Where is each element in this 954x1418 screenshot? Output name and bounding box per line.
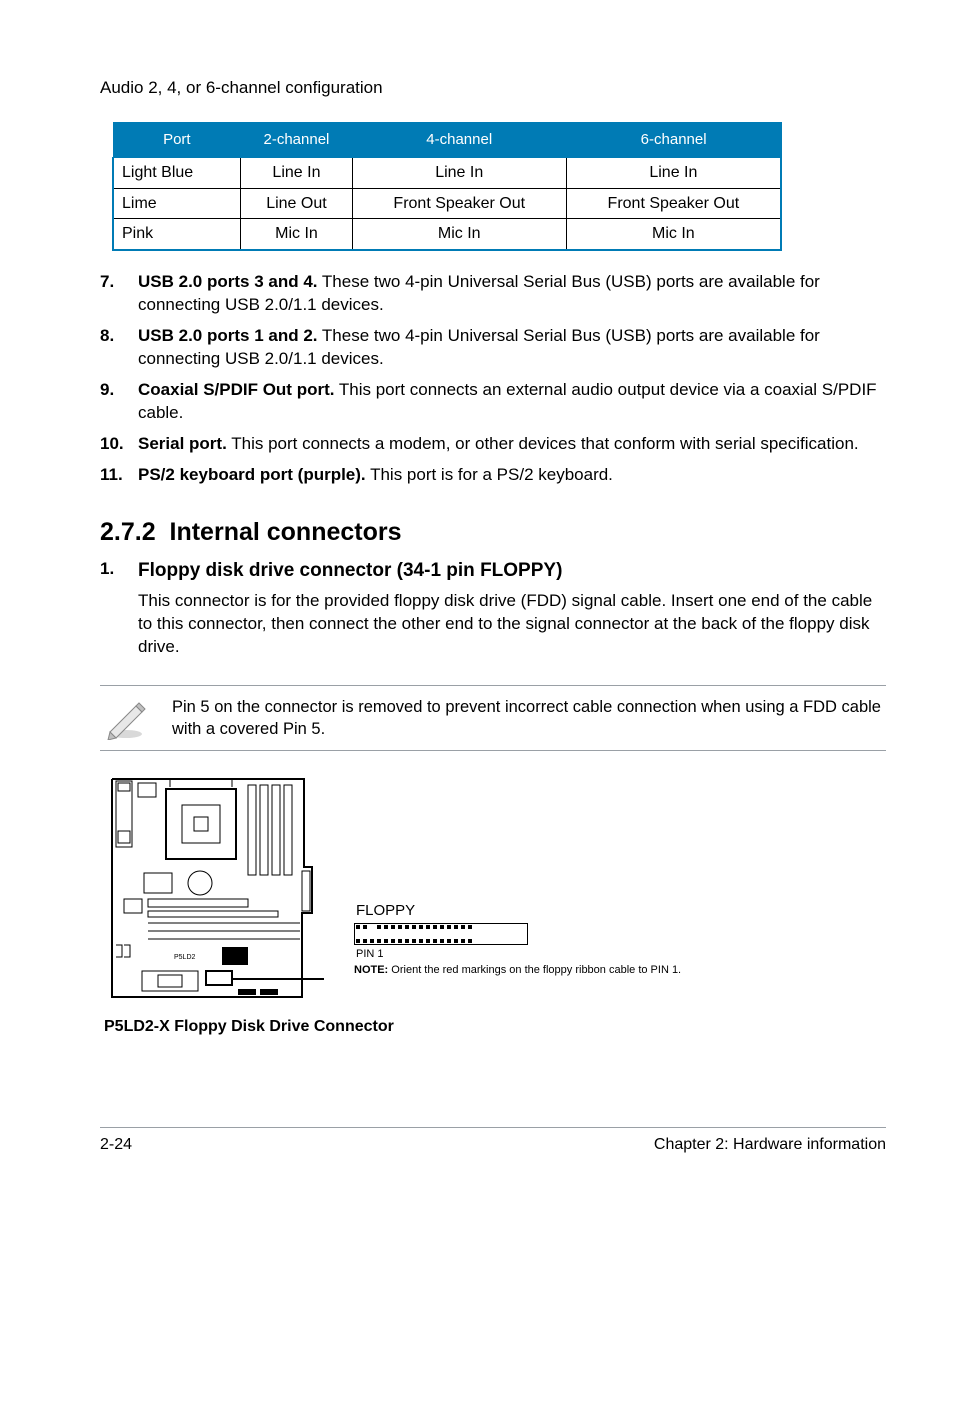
- config-intro: Audio 2, 4, or 6-channel configuration: [100, 77, 886, 100]
- th-port: Port: [113, 122, 241, 157]
- cell: Front Speaker Out: [352, 188, 566, 219]
- item-body: USB 2.0 ports 3 and 4. These two 4-pin U…: [138, 271, 886, 317]
- cell: Line Out: [241, 188, 353, 219]
- floppy-connector: FLOPPY PIN 1 NOTE: Orient the red markin…: [354, 901, 681, 978]
- list-item: 9. Coaxial S/PDIF Out port. This port co…: [100, 379, 886, 425]
- item-number: 1.: [100, 558, 138, 658]
- item-body: Serial port. This port connects a modem,…: [138, 433, 886, 456]
- item-number: 8.: [100, 325, 138, 371]
- list-item: 1. Floppy disk drive connector (34-1 pin…: [100, 558, 886, 658]
- connector-label: FLOPPY: [356, 901, 681, 921]
- th-2ch: 2-channel: [241, 122, 353, 157]
- cell: Line In: [352, 158, 566, 189]
- note-callout: Pin 5 on the connector is removed to pre…: [100, 685, 886, 752]
- pencil-icon: [100, 696, 152, 740]
- list-item: 7. USB 2.0 ports 3 and 4. These two 4-pi…: [100, 271, 886, 317]
- motherboard-diagram: P5LD2 FLOPPY PIN 1 NOTE: Orient the red …: [104, 775, 886, 1012]
- floppy-heading: Floppy disk drive connector (34-1 pin FL…: [138, 558, 886, 584]
- floppy-body: This connector is for the provided flopp…: [138, 590, 886, 659]
- floppy-list: 1. Floppy disk drive connector (34-1 pin…: [100, 558, 886, 658]
- item-body: PS/2 keyboard port (purple). This port i…: [138, 464, 886, 487]
- item-number: 9.: [100, 379, 138, 425]
- svg-text:P5LD2: P5LD2: [174, 954, 196, 961]
- port-list: 7. USB 2.0 ports 3 and 4. These two 4-pi…: [100, 271, 886, 487]
- list-item: 8. USB 2.0 ports 1 and 2. These two 4-pi…: [100, 325, 886, 371]
- diagram-caption: P5LD2-X Floppy Disk Drive Connector: [104, 1016, 886, 1038]
- th-4ch: 4-channel: [352, 122, 566, 157]
- cell: Mic In: [352, 219, 566, 250]
- item-number: 10.: [100, 433, 138, 456]
- cell: Mic In: [566, 219, 781, 250]
- item-number: 7.: [100, 271, 138, 317]
- cell: Lime: [113, 188, 241, 219]
- connector-note: NOTE: Orient the red markings on the flo…: [354, 964, 681, 978]
- section-heading: 2.7.2 Internal connectors: [100, 516, 886, 550]
- item-body: Floppy disk drive connector (34-1 pin FL…: [138, 558, 886, 658]
- pin1-label: PIN 1: [356, 947, 681, 962]
- note-text: Pin 5 on the connector is removed to pre…: [172, 696, 886, 741]
- cell: Line In: [566, 158, 781, 189]
- motherboard-svg: P5LD2: [104, 775, 324, 1012]
- chapter-label: Chapter 2: Hardware information: [654, 1134, 886, 1156]
- cell: Mic In: [241, 219, 353, 250]
- list-item: 11. PS/2 keyboard port (purple). This po…: [100, 464, 886, 487]
- cell: Light Blue: [113, 158, 241, 189]
- th-6ch: 6-channel: [566, 122, 781, 157]
- connector-pins: [354, 923, 528, 945]
- cell: Line In: [241, 158, 353, 189]
- audio-config-table: Port 2-channel 4-channel 6-channel Light…: [112, 122, 782, 251]
- page-number: 2-24: [100, 1134, 132, 1156]
- item-number: 11.: [100, 464, 138, 487]
- page-footer: 2-24 Chapter 2: Hardware information: [100, 1127, 886, 1156]
- cell: Front Speaker Out: [566, 188, 781, 219]
- cell: Pink: [113, 219, 241, 250]
- item-body: USB 2.0 ports 1 and 2. These two 4-pin U…: [138, 325, 886, 371]
- list-item: 10. Serial port. This port connects a mo…: [100, 433, 886, 456]
- item-body: Coaxial S/PDIF Out port. This port conne…: [138, 379, 886, 425]
